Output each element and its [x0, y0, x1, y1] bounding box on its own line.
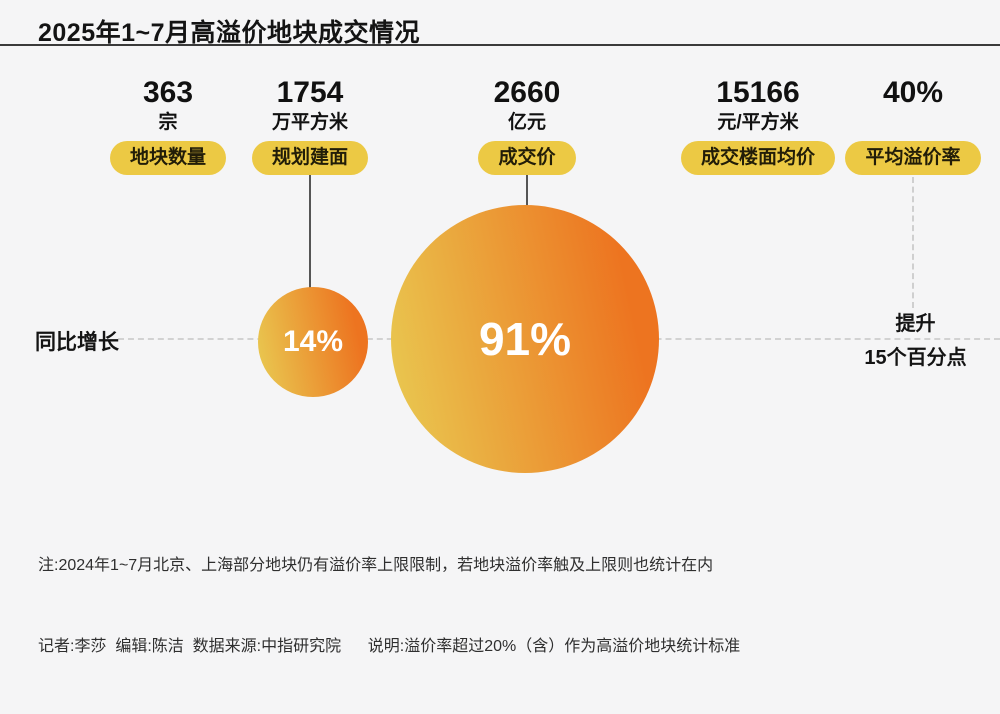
stat-column-transaction-price: 2660 亿元 成交价	[417, 75, 637, 175]
footnote-line1: 注:2024年1~7月北京、上海部分地块仍有溢价率上限限制，若地块溢价率触及上限…	[38, 557, 714, 574]
stat-label-pill: 平均溢价率	[845, 141, 981, 175]
yoy-bubble-transaction-price: 91%	[391, 205, 659, 473]
infographic-canvas: 2025年1~7月高溢价地块成交情况 363 宗 地块数量 1754 万平方米 …	[0, 19, 1000, 655]
yoy-bubble-value: 91%	[478, 313, 572, 365]
page-title: 2025年1~7月高溢价地块成交情况	[38, 19, 421, 47]
stat-unit: 万平方米	[271, 112, 348, 133]
connector-premium-rate-dashed-line	[912, 177, 914, 308]
stat-value: 2660	[493, 76, 561, 109]
stat-column-avg-floor-price: 15166 元/平方米 成交楼面均价	[648, 75, 868, 175]
connector-planned-area-line	[309, 175, 311, 288]
premium-change-line2: 15个百分点	[864, 347, 967, 369]
stat-value: 15166	[716, 76, 800, 109]
yoy-bubble-planned-area: 14%	[258, 287, 368, 397]
title-divider	[0, 44, 1000, 46]
stat-label-pill: 规划建面	[251, 141, 368, 175]
stat-value: 40%	[882, 76, 944, 109]
footnotes: 注:2024年1~7月北京、上海部分地块仍有溢价率上限限制，若地块溢价率触及上限…	[38, 498, 740, 714]
premium-rate-change-note: 提升 15个百分点	[833, 314, 998, 368]
stat-value: 1754	[276, 76, 344, 109]
connector-transaction-price-line	[526, 175, 528, 206]
stat-label-pill: 成交楼面均价	[680, 141, 835, 175]
stat-column-avg-premium-rate: 40% 平均溢价率	[803, 75, 1000, 175]
stat-unit: 宗	[158, 112, 178, 133]
stat-column-land-count: 363 宗 地块数量	[58, 75, 278, 175]
yoy-bubble-value: 14%	[282, 325, 344, 358]
stat-unit: 亿元	[507, 112, 546, 133]
yoy-row-label: 同比增长	[35, 331, 119, 354]
stat-column-planned-area: 1754 万平方米 规划建面	[200, 75, 420, 175]
stat-value: 363	[142, 76, 194, 109]
premium-change-line1: 提升	[895, 313, 936, 335]
stat-label-pill: 成交价	[478, 141, 576, 175]
footnote-line2: 记者:李莎 编辑:陈洁 数据来源:中指研究院 说明:溢价率超过20%（含）作为高…	[38, 638, 741, 655]
stat-label-pill: 地块数量	[109, 141, 226, 175]
stat-unit: 元/平方米	[717, 112, 799, 133]
stat-unit	[803, 111, 1000, 135]
